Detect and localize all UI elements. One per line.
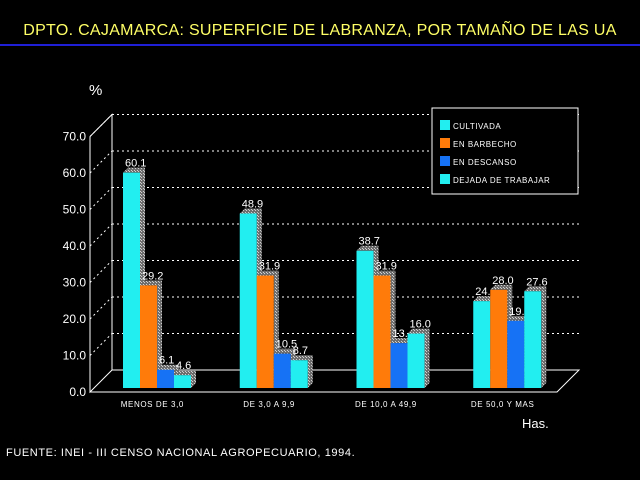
x-axis-label: Has. [522, 416, 549, 431]
bar [140, 280, 162, 388]
bar-value-label: 27.6 [526, 276, 547, 288]
gridline-wall [89, 187, 113, 210]
x-tick-label: DE 10,0 A 49,9 [355, 400, 417, 409]
floor [90, 369, 581, 393]
gridline-wall [89, 150, 113, 174]
y-tick-label: 70.0 [63, 130, 87, 144]
bar-value-label: 8.7 [293, 345, 308, 357]
legend-box [431, 107, 579, 195]
y-axis-ticks: 0.0 10.0 20.0 30.0 40.0 50.0 60.0 70.0 [63, 130, 87, 400]
x-tick-label: DE 3,0 A 9,9 [243, 400, 295, 409]
legend-swatch [440, 120, 450, 130]
bar-side [424, 328, 430, 388]
gridline-wall [89, 333, 113, 356]
bar-top [290, 355, 313, 361]
y-tick-label: 10.0 [63, 349, 87, 363]
bar-top [507, 315, 530, 321]
legend-swatch [440, 156, 450, 166]
bar-face [123, 172, 140, 388]
bar-top [256, 270, 279, 276]
chart-title: DPTO. CAJAMARCA: SUPERFICIE DE LABRANZA,… [23, 22, 617, 39]
y-tick-label: 30.0 [63, 276, 87, 290]
bar-value-label: 6.1 [159, 355, 174, 367]
gridlines [89, 114, 579, 356]
bar [407, 328, 430, 388]
bars: 60.129.26.1 4.648.931.910.58.738.731.913.… [123, 158, 548, 388]
bar-face [140, 285, 157, 388]
bar-face [239, 213, 257, 388]
bar-top [140, 280, 162, 286]
legend-label: EN DESCANSO [453, 158, 517, 167]
bar [524, 286, 547, 388]
bar-face [490, 289, 508, 388]
bar-value-label: 31.9 [259, 261, 280, 273]
legend-swatch [440, 174, 450, 184]
bar-value-label: 38.7 [359, 236, 380, 248]
bar-top [157, 364, 179, 370]
bar-face [407, 333, 425, 388]
y-axis-label: % [89, 82, 102, 99]
bar-top [239, 208, 262, 214]
bar-top [390, 338, 413, 344]
legend: CULTIVADA EN BARBECHO EN DESCANSO DEJADA DE… [431, 107, 579, 195]
bar-value-label: 60.1 [125, 158, 146, 170]
bar-face [174, 375, 191, 388]
bar-value-label: 4.6 [176, 360, 191, 372]
y-tick-label: 40.0 [63, 239, 87, 253]
bar-top [174, 370, 196, 376]
bar-value-label: 29.2 [142, 270, 163, 282]
bar [290, 355, 313, 388]
bar-value-label: 48.9 [242, 199, 263, 211]
bar-top [473, 296, 496, 302]
y-tick-label: 60.0 [63, 166, 87, 180]
legend-swatch [440, 138, 450, 148]
legend-label: EN BARBECHO [453, 140, 517, 149]
bar-value-label: 16.0 [410, 319, 431, 331]
title-underline [0, 44, 640, 46]
bar-top [524, 286, 547, 292]
bar-side [157, 280, 162, 388]
bar-face [390, 343, 408, 388]
bar-chart: 0.0 10.0 20.0 30.0 40.0 50.0 60.0 70.0 60.1 29.2… [63, 82, 581, 431]
left-wall [89, 113, 113, 394]
legend-label: DEJADA DE TRABAJAR [453, 176, 550, 185]
bar-value-label: 28.0 [492, 275, 513, 287]
bar-face [507, 320, 525, 388]
legend-label: CULTIVADA [453, 122, 501, 131]
y-tick-label: 20.0 [63, 312, 87, 326]
bar-value-label: 10.5 [276, 339, 297, 351]
bar-face [524, 291, 542, 388]
bar-top [123, 167, 145, 173]
bar-face [290, 360, 308, 388]
bar-top [490, 284, 513, 290]
gridline-wall [89, 223, 113, 247]
x-axis-ticks: MENOS DE 3,0 DE 3,0 A 9,9 DE 10,0 A 49,9 DE… [121, 400, 535, 409]
bar-side [307, 355, 313, 388]
bar-value-label: 19. [509, 306, 524, 318]
bar-face [256, 275, 274, 388]
x-tick-label: MENOS DE 3,0 [121, 400, 184, 409]
x-tick-label: DE 50,0 Y MAS [471, 400, 535, 409]
bar-face [356, 250, 374, 388]
bar-face [473, 301, 491, 388]
bar-side [541, 286, 547, 388]
gridline-wall [89, 114, 113, 137]
bar-top [273, 348, 296, 354]
bar-value-label: 31.9 [376, 261, 397, 273]
bar-face [273, 353, 291, 388]
bar [174, 370, 196, 388]
bar-face [157, 369, 174, 388]
bar-side [191, 370, 196, 388]
bar-top [373, 270, 396, 276]
y-tick-label: 50.0 [63, 203, 87, 217]
bar-top [356, 245, 379, 251]
y-tick-label: 0.0 [69, 385, 86, 399]
bar-top [407, 328, 430, 334]
source-footnote: FUENTE: INEI - III CENSO NACIONAL AGROPE… [6, 447, 356, 459]
bar-face [373, 275, 391, 388]
gridline-wall [89, 260, 113, 283]
gridline-wall [89, 296, 113, 320]
